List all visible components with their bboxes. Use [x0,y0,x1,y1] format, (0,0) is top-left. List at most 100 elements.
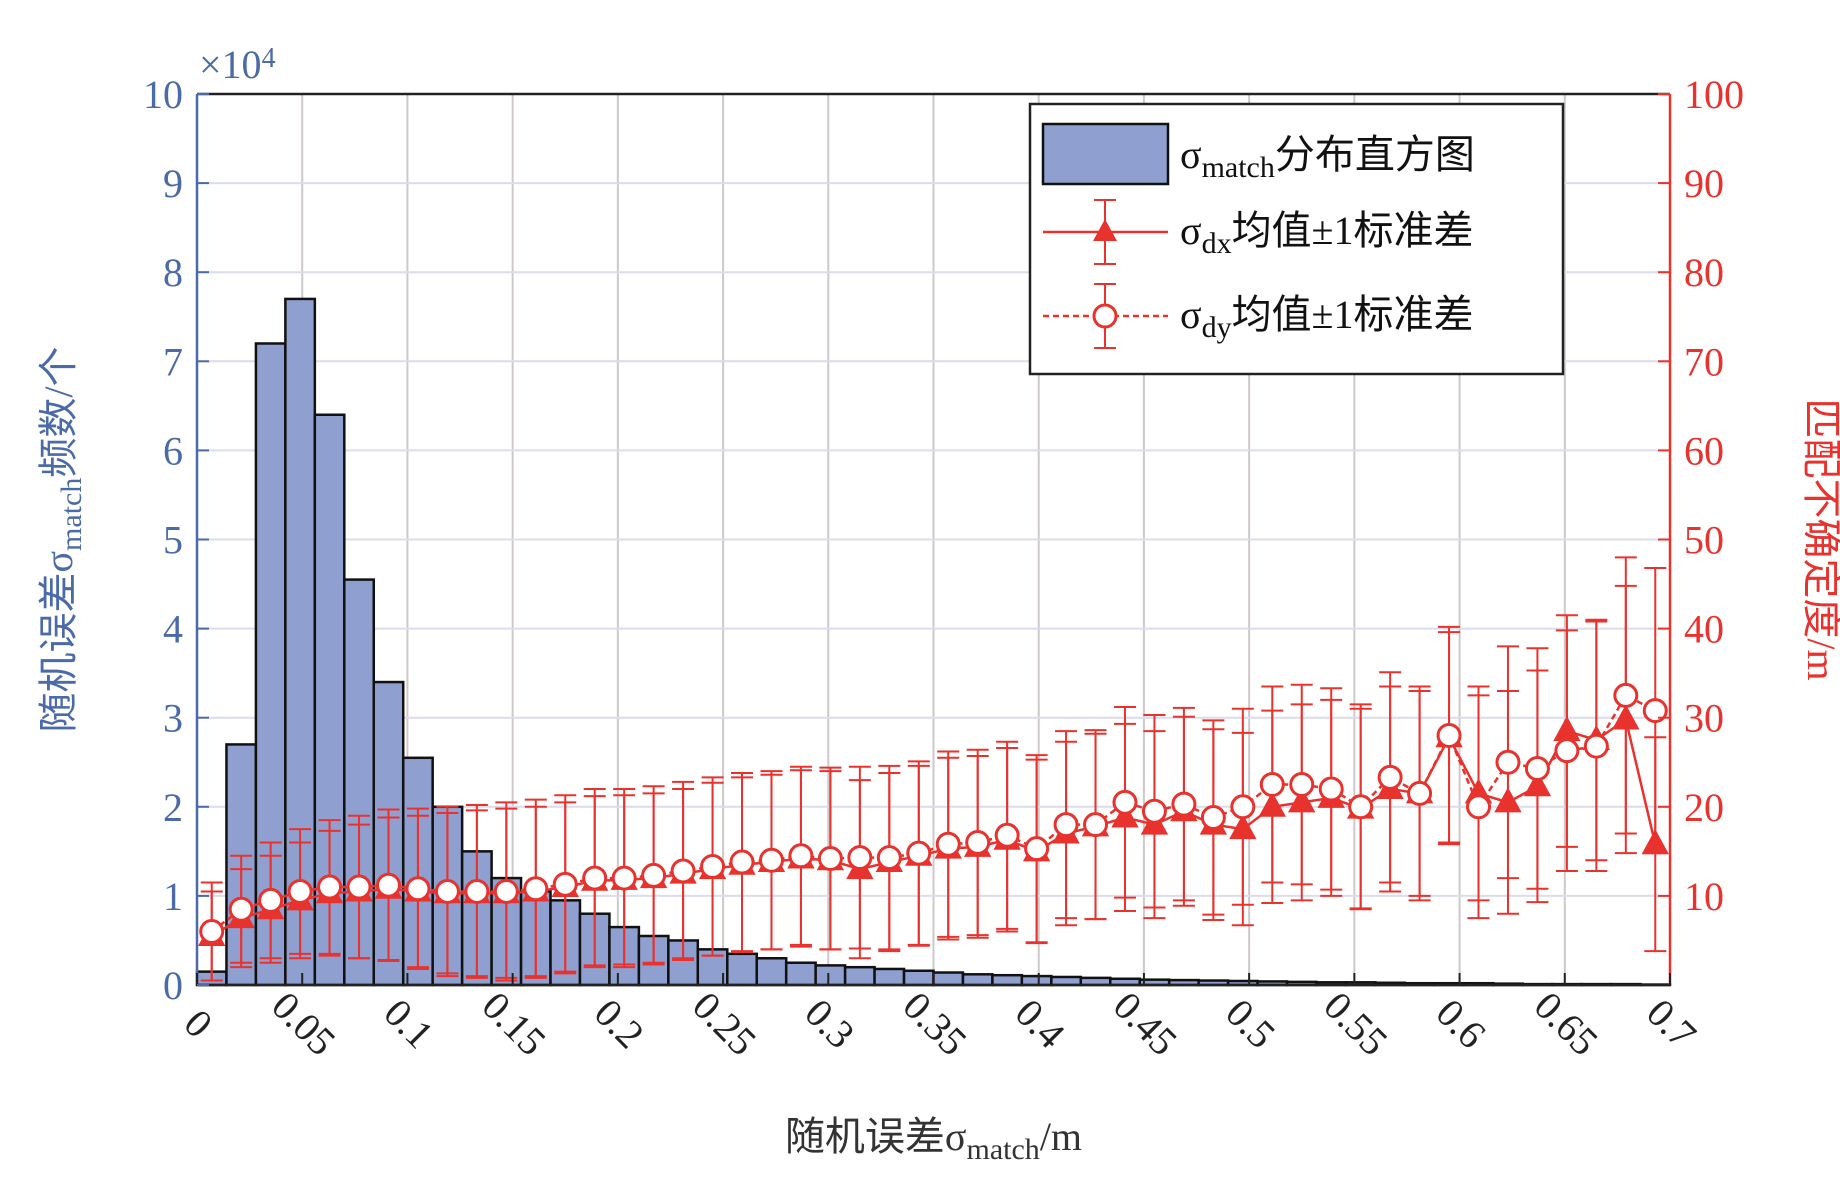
legend-label-part: 分布直方图 [1275,132,1475,177]
histogram-bar [843,965,876,987]
y-tick-label: 0 [163,963,183,1008]
legend-marker [1092,303,1118,329]
histogram-bar [873,967,906,987]
marker [994,822,1020,848]
marker [1053,812,1079,838]
marker [582,865,608,891]
y2-tick-label: 70 [1684,339,1724,384]
marker [1318,776,1344,802]
marker [611,865,637,891]
x-axis-label: 随机误差σmatch/m [785,1114,1082,1166]
x-tick-label: 0.2 [586,990,653,1057]
marker [1466,794,1492,820]
legend-label-subscript: dy [1202,311,1232,344]
y-tick-label: 7 [163,339,183,384]
marker [1258,791,1286,817]
marker [199,919,225,945]
y2-tick-label: 40 [1684,607,1724,652]
y-tick-label: 2 [163,785,183,830]
marker [552,871,578,897]
legend-label-part: σ [1180,132,1202,177]
legend-label-part: σ [1180,208,1202,253]
marker [1613,682,1639,708]
y2-tick-label: 50 [1684,518,1724,563]
y2-tick-label: 30 [1684,696,1724,741]
y2-axis-label: 匹配不确定度/m [1799,398,1840,680]
marker [287,878,313,904]
marker [758,847,784,873]
marker [1554,738,1580,764]
x-tick-label: 0.7 [1638,990,1705,1057]
y2-tick-label: 10 [1684,874,1724,919]
x-tick-label: 0.5 [1217,990,1284,1057]
marker [464,878,490,904]
marker [258,887,284,913]
marker [1348,794,1374,820]
legend-label: σdx均值±1标准差 [1180,208,1474,260]
x-tick-label: 0.65 [1526,983,1607,1064]
marker [375,872,401,898]
x-tick-label: 0.4 [1007,990,1074,1057]
marker [1112,789,1138,815]
legend-label-subscript: dx [1202,227,1232,260]
y-tick-label: 9 [163,161,183,206]
marker [523,876,549,902]
y2-tick-label: 60 [1684,428,1724,473]
marker [1259,772,1285,798]
marker [1641,829,1669,855]
y-tick-label: 8 [163,250,183,295]
histogram-bar [932,971,965,987]
histogram-bar [755,957,788,987]
legend-label: σmatch分布直方图 [1180,132,1475,184]
marker [1553,715,1581,742]
marker [493,878,519,904]
marker [1229,813,1257,840]
legend-patch [1041,122,1170,186]
x-axis-label-subscript: match [967,1133,1040,1166]
marker [317,874,343,900]
histogram-bar [784,961,817,987]
marker [346,874,372,900]
x-tick-label: 0.45 [1105,983,1186,1064]
y-tick-label: 3 [163,696,183,741]
x-tick-label: 0.55 [1315,983,1396,1064]
histogram-bar [991,973,1024,987]
x-tick-label: 0.1 [375,990,442,1057]
marker [228,896,254,922]
y-axis-label-part: 随机误差σ [36,551,81,733]
y-tick-label: 6 [163,428,183,473]
marker [729,849,755,875]
x-tick-label: 0.05 [263,983,344,1064]
x-tick-label: 0.15 [474,983,555,1064]
histogram-bar [726,952,758,987]
y-multiplier-base: ×10 [199,42,262,87]
marker [788,843,814,869]
x-tick-label: 0.25 [684,983,765,1064]
marker [1495,749,1521,775]
marker [1583,733,1609,759]
y2-tick-label: 100 [1684,72,1744,117]
marker [641,862,667,888]
marker [1141,798,1167,824]
marker [1200,804,1226,830]
marker [1407,780,1433,806]
marker [1111,802,1139,828]
marker [1524,755,1550,781]
x-axis-label-part: 随机误差σ [785,1114,967,1159]
y-tick-label: 5 [163,518,183,563]
marker [1230,794,1256,820]
x-tick-label: 0.3 [796,990,863,1057]
marker [1024,836,1050,862]
legend-marker [1093,219,1117,241]
y2-tick-label: 80 [1684,250,1724,295]
legend-label-part: σ [1180,292,1202,337]
y-multiplier: ×104 [199,42,276,87]
histogram-bar [902,969,935,987]
y-axis-label-part: 频数/个 [36,347,81,478]
marker [965,829,991,855]
marker [1377,764,1403,790]
y2-tick-label: 90 [1684,161,1724,206]
marker [1171,791,1197,817]
marker [1289,772,1315,798]
